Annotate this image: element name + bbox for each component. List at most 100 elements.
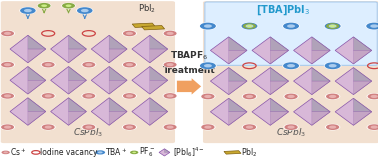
Polygon shape — [68, 49, 87, 63]
Polygon shape — [353, 68, 372, 81]
Circle shape — [81, 9, 89, 12]
Circle shape — [282, 22, 300, 30]
Circle shape — [201, 94, 215, 99]
Circle shape — [82, 124, 95, 130]
Polygon shape — [109, 111, 127, 125]
Circle shape — [167, 94, 174, 97]
Polygon shape — [229, 50, 247, 64]
Circle shape — [200, 23, 216, 30]
Circle shape — [123, 31, 136, 36]
Polygon shape — [109, 98, 127, 111]
Circle shape — [164, 124, 177, 130]
Polygon shape — [109, 35, 127, 49]
Text: TBAPF$_6$: TBAPF$_6$ — [170, 50, 208, 62]
Polygon shape — [132, 35, 168, 63]
Text: PbI$_2$: PbI$_2$ — [241, 146, 257, 159]
Polygon shape — [270, 98, 288, 112]
Circle shape — [367, 93, 378, 100]
Circle shape — [200, 124, 215, 130]
Text: PbI$_2$: PbI$_2$ — [138, 2, 156, 15]
Circle shape — [0, 124, 15, 130]
Circle shape — [45, 126, 52, 129]
Circle shape — [204, 95, 212, 98]
Circle shape — [246, 95, 253, 98]
Polygon shape — [211, 68, 247, 95]
Polygon shape — [28, 49, 46, 63]
Circle shape — [66, 4, 71, 7]
Circle shape — [366, 23, 378, 30]
Circle shape — [164, 31, 177, 36]
FancyBboxPatch shape — [1, 1, 175, 143]
Circle shape — [85, 63, 92, 66]
Polygon shape — [91, 98, 127, 125]
Polygon shape — [10, 35, 46, 63]
Circle shape — [283, 23, 299, 30]
Circle shape — [324, 22, 341, 30]
Polygon shape — [252, 68, 288, 95]
Polygon shape — [68, 111, 87, 125]
Circle shape — [85, 126, 92, 129]
Polygon shape — [10, 98, 46, 125]
Circle shape — [122, 30, 137, 37]
Circle shape — [3, 151, 8, 153]
Polygon shape — [159, 149, 170, 156]
Circle shape — [163, 124, 178, 130]
Polygon shape — [312, 50, 330, 64]
Polygon shape — [68, 67, 87, 80]
Polygon shape — [109, 67, 127, 80]
Circle shape — [81, 124, 96, 130]
Circle shape — [77, 7, 93, 14]
Circle shape — [284, 124, 299, 130]
Polygon shape — [211, 37, 247, 64]
Circle shape — [163, 61, 178, 68]
Circle shape — [242, 93, 257, 100]
Polygon shape — [211, 98, 247, 125]
Circle shape — [366, 22, 378, 30]
Circle shape — [164, 62, 177, 67]
Circle shape — [328, 24, 337, 28]
Polygon shape — [270, 50, 288, 64]
Circle shape — [282, 62, 300, 70]
Polygon shape — [68, 35, 87, 49]
Circle shape — [1, 150, 11, 155]
Text: CsPbI$_3$: CsPbI$_3$ — [276, 127, 306, 139]
Circle shape — [4, 32, 11, 35]
Circle shape — [201, 124, 215, 130]
Circle shape — [242, 124, 257, 130]
Polygon shape — [109, 80, 127, 94]
Polygon shape — [335, 68, 372, 95]
Polygon shape — [270, 81, 288, 95]
Text: Cs$^+$: Cs$^+$ — [10, 147, 26, 158]
Polygon shape — [10, 67, 46, 94]
Circle shape — [287, 64, 295, 67]
Circle shape — [246, 25, 253, 27]
Circle shape — [204, 24, 212, 28]
Circle shape — [1, 124, 14, 130]
Circle shape — [284, 94, 298, 99]
Circle shape — [132, 152, 136, 153]
Circle shape — [98, 151, 103, 154]
Circle shape — [122, 93, 137, 99]
Circle shape — [367, 94, 378, 99]
Polygon shape — [312, 112, 330, 125]
Circle shape — [20, 7, 36, 14]
Circle shape — [204, 64, 212, 67]
Circle shape — [1, 93, 14, 99]
Circle shape — [284, 93, 299, 100]
Polygon shape — [270, 112, 288, 125]
Polygon shape — [335, 37, 372, 64]
Polygon shape — [252, 37, 288, 64]
Circle shape — [284, 124, 298, 130]
Circle shape — [37, 3, 51, 9]
Circle shape — [0, 93, 15, 99]
Polygon shape — [353, 50, 372, 64]
Polygon shape — [312, 37, 330, 50]
Polygon shape — [51, 98, 87, 125]
Polygon shape — [150, 111, 168, 125]
Polygon shape — [294, 37, 330, 64]
Circle shape — [370, 126, 378, 129]
Polygon shape — [68, 80, 87, 94]
Circle shape — [199, 22, 217, 30]
Circle shape — [41, 124, 56, 130]
Circle shape — [325, 23, 340, 29]
